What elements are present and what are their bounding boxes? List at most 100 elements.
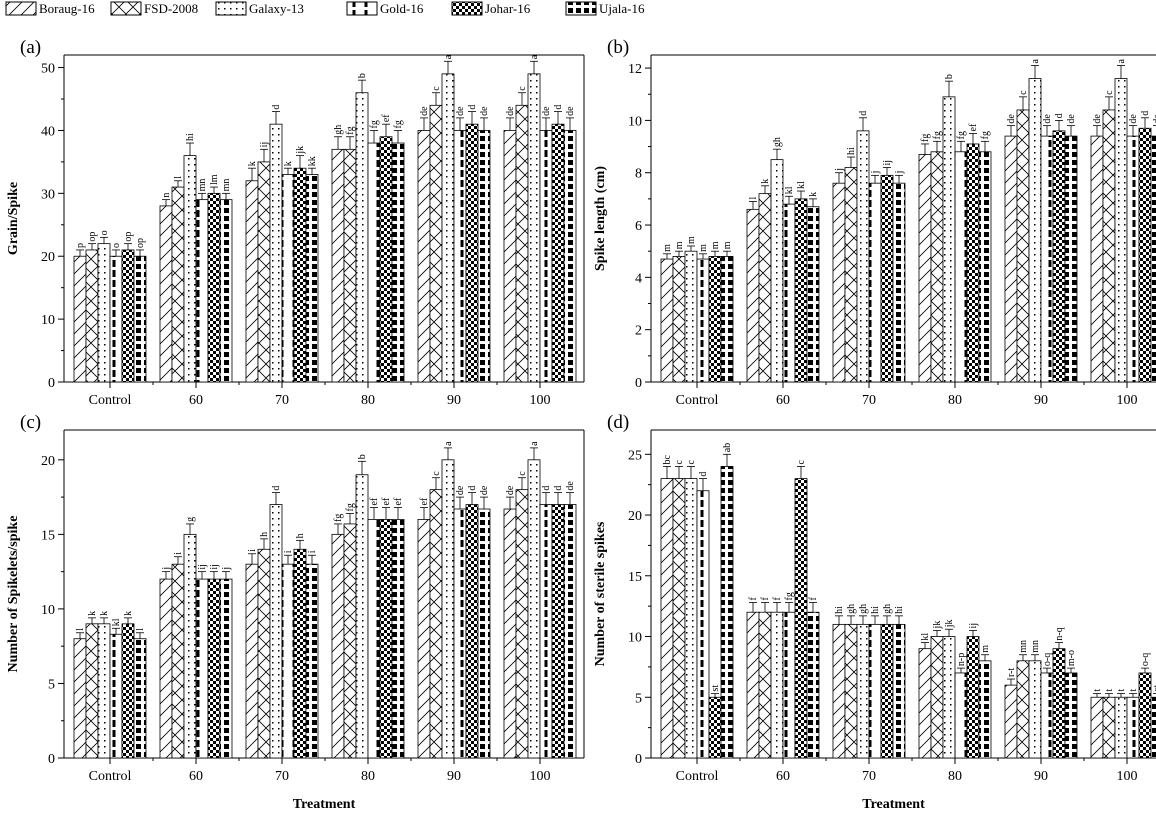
- significance-letter: de: [479, 106, 490, 116]
- bar-boraug-16: [331, 148, 345, 383]
- bar-ujala-16: [477, 508, 491, 759]
- bar-gold-16: [1126, 696, 1140, 759]
- significance-letter: ef: [381, 497, 392, 505]
- y-tick-label: 30: [41, 187, 55, 202]
- significance-letter: ab: [722, 443, 733, 452]
- bar-gold-16: [696, 490, 710, 759]
- significance-letter: de: [565, 106, 576, 116]
- significance-letter: ef: [968, 123, 979, 131]
- bar-johar-16: [379, 519, 393, 759]
- significance-letter: kl: [784, 186, 795, 194]
- bar-gold-16: [954, 672, 968, 759]
- bar-boraug-16: [245, 563, 259, 759]
- significance-letter: m: [698, 244, 709, 252]
- x-tick-label: 60: [776, 769, 790, 784]
- x-tick-label: Control: [676, 393, 719, 408]
- panel-a: (a) 0 10 20 30 40 50 Grain/Spike Control 60 70 80 90…: [6, 37, 585, 408]
- panel-label: (d): [607, 412, 629, 433]
- significance-letter: ij: [197, 564, 208, 570]
- bar-gold-16: [539, 130, 553, 383]
- x-tick-label: 80: [948, 769, 962, 784]
- significance-letter: t: [1116, 689, 1127, 692]
- bar-fsd-2008: [85, 249, 99, 383]
- bar-johar-16: [465, 123, 479, 383]
- bar-gold-16: [696, 258, 710, 383]
- bar-boraug-16: [918, 154, 932, 383]
- bar-johar-16: [708, 696, 722, 759]
- bar-ujala-16: [477, 130, 491, 383]
- bar-boraug-16: [746, 208, 760, 383]
- legend-label-ujala-16: Ujala-16: [599, 1, 645, 16]
- significance-letter: kk: [307, 156, 318, 166]
- significance-letter: d: [553, 105, 564, 110]
- bar-gold-16: [453, 130, 467, 383]
- bar-galaxy-13: [355, 92, 369, 383]
- significance-letter: de: [565, 481, 576, 491]
- x-tick-label: 70: [275, 393, 289, 408]
- legend-label-johar-16: Johar-16: [485, 1, 531, 16]
- bar-boraug-16: [660, 478, 674, 759]
- bar-ujala-16: [133, 638, 147, 759]
- significance-letter: j: [221, 567, 232, 571]
- significance-letter: k: [247, 161, 258, 166]
- bar-boraug-16: [1004, 684, 1018, 759]
- significance-letter: d: [553, 486, 564, 491]
- significance-letter: fg: [345, 126, 356, 134]
- bar-fsd-2008: [930, 636, 944, 759]
- significance-letter: j: [834, 168, 845, 172]
- significance-letter: a: [443, 54, 454, 59]
- bar-johar-16: [708, 256, 722, 383]
- bar-johar-16: [1138, 127, 1152, 383]
- bar-gold-16: [109, 255, 123, 383]
- bar-ujala-16: [720, 466, 734, 759]
- bar-gold-16: [539, 504, 553, 759]
- significance-letter: op: [135, 238, 146, 248]
- y-axis-label: Number of Spikelets/spike: [6, 516, 21, 673]
- bar-fsd-2008: [515, 104, 529, 383]
- significance-letter: ef: [381, 114, 392, 122]
- significance-letter: d: [467, 105, 478, 110]
- bar-johar-16: [794, 198, 808, 383]
- bar-boraug-16: [832, 182, 846, 383]
- y-tick-label: 25: [628, 448, 642, 463]
- bar-galaxy-13: [1028, 660, 1042, 759]
- significance-letter: f: [748, 597, 759, 601]
- significance-letter: mn: [1018, 640, 1029, 653]
- significance-letter: g: [185, 517, 196, 522]
- legend-label-gold-16: Gold-16: [380, 1, 424, 16]
- bar-galaxy-13: [183, 533, 197, 759]
- bar-boraug-16: [417, 519, 431, 759]
- significance-letter: d: [541, 486, 552, 491]
- bar-fsd-2008: [1016, 660, 1030, 759]
- y-tick-label: 0: [635, 376, 642, 391]
- bar-fsd-2008: [257, 161, 271, 383]
- bar-galaxy-13: [770, 159, 784, 383]
- significance-letter: i: [173, 552, 184, 555]
- bar-boraug-16: [832, 623, 846, 759]
- panel-b: (b) 0 2 4 6 8 10 12 Spike length (cm) Control 60 70…: [593, 37, 1156, 408]
- bar-boraug-16: [918, 648, 932, 759]
- significance-letter: k: [808, 192, 819, 197]
- bar-ujala-16: [133, 255, 147, 383]
- bar-ujala-16: [563, 504, 577, 759]
- y-tick-label: 50: [41, 62, 55, 77]
- x-tick-label: 60: [189, 393, 203, 408]
- bar-ujala-16: [305, 174, 319, 383]
- bar-boraug-16: [1090, 135, 1104, 383]
- significance-letter: m-o: [1066, 650, 1077, 666]
- y-tick-label: 6: [635, 219, 642, 234]
- significance-letter: d: [698, 472, 709, 477]
- significance-letter: fg: [784, 592, 795, 600]
- significance-letter: fg: [956, 131, 967, 139]
- bar-fsd-2008: [758, 611, 772, 759]
- bar-gold-16: [367, 142, 381, 383]
- significance-letter: c: [517, 86, 528, 91]
- significance-letter: ij: [968, 623, 979, 629]
- significance-letter: c: [431, 471, 442, 476]
- y-tick-label: 12: [628, 62, 642, 77]
- bar-gold-16: [281, 563, 295, 759]
- bar-boraug-16: [1090, 696, 1104, 759]
- bar-fsd-2008: [85, 623, 99, 759]
- y-tick-label: 20: [628, 509, 642, 524]
- bar-boraug-16: [159, 205, 173, 383]
